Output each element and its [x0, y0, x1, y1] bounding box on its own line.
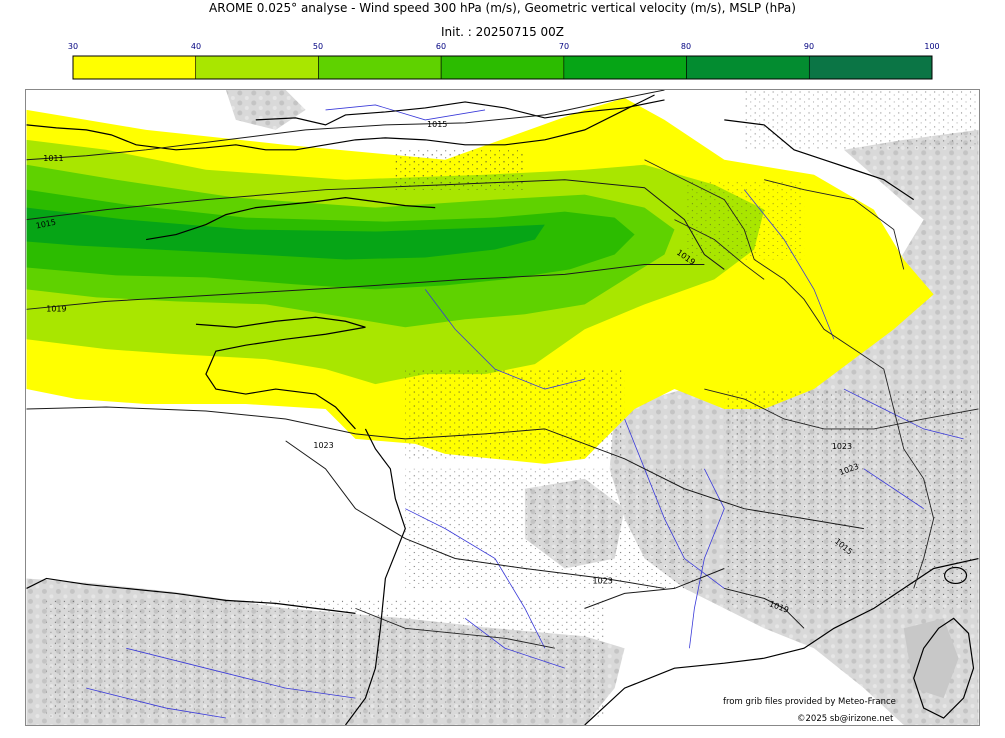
colorbar-swatch: [440, 55, 565, 80]
isobar-label: 1015: [427, 120, 447, 129]
isobar-label: 1023: [313, 441, 333, 450]
wind-speed-bands: [26, 97, 934, 464]
colorbar: 30 40 50 60 70 80 90 100: [68, 42, 940, 80]
colorbar-swatch: [72, 55, 197, 80]
colorbar-tick-label: 70: [559, 42, 569, 51]
colorbar-swatches: [72, 55, 933, 80]
data-source-credit: from grib files provided by Meteo-France: [723, 697, 896, 707]
colorbar-tick-label: 100: [924, 42, 939, 51]
isobar-label: 1023: [832, 442, 852, 451]
isobar-label: 1019: [46, 304, 66, 313]
isobars: [26, 90, 864, 629]
chart-title: AROME 0.025° analyse - Wind speed 300 hP…: [209, 1, 796, 15]
colorbar-frame: [72, 55, 933, 80]
isobar-label: 1015: [35, 218, 57, 231]
colorbar-ticks: 30 40 50 60 70 80 90 100: [68, 42, 940, 51]
colorbar-tick-label: 50: [313, 42, 323, 51]
colorbar-tick-label: 90: [804, 42, 814, 51]
wind-band-70: [26, 207, 545, 260]
rivers: [86, 104, 964, 719]
colorbar-tick-label: 80: [681, 42, 691, 51]
chart-subtitle: Init. : 20250715 00Z: [440, 25, 565, 39]
colorbar-swatch: [195, 55, 319, 80]
isobar-label: 1023: [593, 576, 613, 585]
copyright-credit: ©2025 sb@irizone.net: [797, 714, 894, 724]
isobar-label: 1011: [43, 154, 63, 163]
colorbar-swatch: [563, 55, 687, 80]
colorbar-tick-label: 40: [191, 42, 201, 51]
borders: [355, 159, 979, 649]
coastlines: [26, 94, 979, 725]
colorbar-swatch: [686, 55, 810, 80]
colorbar-swatch: [808, 55, 933, 80]
colorbar-tick-label: 60: [436, 42, 446, 51]
colorbar-swatch: [318, 55, 442, 80]
weather-map: 1015 1011 1015 1019 1023 1019 1023 1023 …: [25, 89, 980, 726]
colorbar-tick-label: 30: [68, 42, 78, 51]
vertical-velocity-stipple: [46, 90, 979, 719]
